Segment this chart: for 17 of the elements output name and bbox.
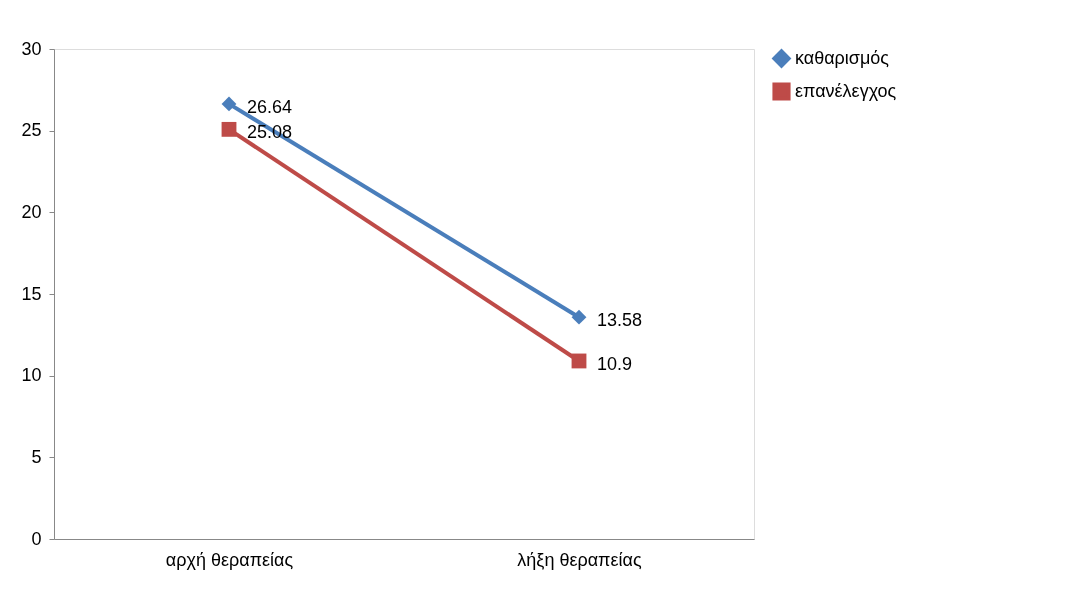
legend-label: καθαρισμός — [795, 47, 890, 68]
point — [221, 121, 237, 137]
x-tick-label: λήξη θεραπείας — [517, 549, 642, 570]
y-tick-label: 5 — [31, 446, 42, 467]
y-tick-label: 30 — [21, 38, 42, 59]
legend-label: επανέλεγχος — [795, 80, 897, 101]
point — [221, 96, 237, 112]
y-tick-label: 10 — [21, 365, 42, 386]
y-tick-label: 0 — [31, 528, 42, 549]
data-label: 13.58 — [597, 310, 643, 331]
data-label: 26.64 — [247, 96, 293, 117]
point — [571, 309, 587, 325]
y-tick-label: 25 — [21, 120, 42, 141]
x-tick-label: αρχή θεραπείας — [165, 549, 294, 570]
data-label: 10.9 — [597, 353, 633, 374]
y-tick-label: 20 — [21, 201, 42, 222]
y-tick-label: 15 — [21, 283, 42, 304]
